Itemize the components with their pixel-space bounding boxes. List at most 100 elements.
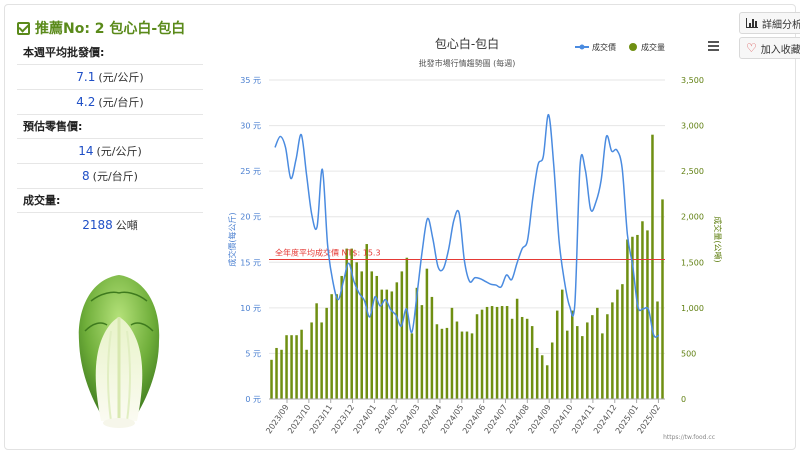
volume-bar [360,271,363,399]
volume-bar [535,347,539,399]
volume-bar [385,289,389,399]
volume-bar [606,314,609,399]
detail-analysis-button[interactable]: 詳細分析 [739,12,800,34]
stat-unit: (元/台斤) [98,96,144,109]
add-favorite-button[interactable]: ♡ 加入收藏 [739,37,800,59]
volume-bar [395,282,399,399]
y-right-tick-label: 500 [681,349,696,358]
volume-bar [515,298,519,399]
volume-bar [656,301,659,399]
hamburger-menu-icon-bar [708,45,719,47]
volume-bar [525,318,529,399]
recommendation-card: 推薦No: 2 包心白-包白 本週平均批發價: 7.1 (元/公斤) 4.2 (元/台斤… [4,4,796,450]
volume-bar [555,310,559,399]
volume-bar [310,322,313,399]
check-square-icon [17,21,30,35]
volume-bar [520,316,524,399]
volume-bar [510,318,514,399]
volume-bar [455,321,459,399]
volume-bar [631,236,634,399]
stat-unit: (元/公斤) [96,145,142,158]
volume-bar [470,333,474,399]
chart-credit: https://tw.food.cc [663,434,715,441]
volume-bar [295,335,298,399]
volume-bar [410,333,414,399]
price-line [274,113,660,338]
y-left-tick-label: 15 元 [240,258,261,267]
volume-bar [540,355,544,399]
y-left-tick-label: 0 元 [245,395,261,404]
y-right-tick-label: 0 [681,395,686,404]
volume-bar [290,335,293,399]
stat-number: 7.1 [76,70,96,84]
volume-bar [440,328,444,399]
volume-bar [485,306,489,399]
stat-number: 4.2 [76,95,96,109]
detail-analysis-label: 詳細分析 [762,19,800,31]
volume-bar [500,306,504,399]
volume-bar [275,347,278,399]
stat-value-row: 2188 公噸 [17,213,203,238]
y-right-tick-label: 1,500 [681,258,704,267]
y-right-tick-label: 3,500 [681,76,704,85]
volume-bar [425,268,429,399]
y-right-axis-title: 成交量(公噸) [713,216,723,262]
volume-bar [280,349,283,399]
volume-bar [566,330,569,399]
stat-unit: 公噸 [115,219,138,232]
volume-bar [415,287,419,399]
stat-value-row: 14 (元/公斤) [17,139,203,164]
volume-bar [285,335,288,399]
chart-title: 包心白-包白 [435,36,499,51]
volume-bar [390,291,394,399]
volume-bar [545,365,549,399]
y-right-tick-label: 3,000 [681,122,704,131]
volume-bar [300,329,303,399]
bar-chart-icon [746,18,758,28]
stat-value-row: 7.1 (元/公斤) [17,65,203,90]
volume-bar [651,134,654,399]
volume-bar [495,306,499,399]
volume-bar [340,275,343,399]
hamburger-menu-icon-bar [708,41,719,43]
y-left-tick-label: 30 元 [240,122,261,131]
y-left-tick-label: 5 元 [245,349,261,358]
volume-bar [375,275,379,399]
recommendation-panel: 推薦No: 2 包心白-包白 本週平均批發價: 7.1 (元/公斤) 4.2 (元/台斤… [17,15,203,435]
stat-value-row: 8 (元/台斤) [17,164,203,189]
y-right-tick-label: 2,500 [681,167,704,176]
legend-label-volume: 成交量 [641,42,665,52]
volume-bar [400,271,404,399]
y-left-tick-label: 20 元 [240,213,261,222]
volume-bar [480,309,484,399]
volume-bar [450,307,454,399]
volume-bar [370,271,374,399]
stat-unit: (元/公斤) [98,71,144,84]
volume-bar [641,221,644,399]
chart-subtitle: 批發市場行情趨勢圖 (每週) [419,58,516,68]
recommendation-title-text: 推薦No: 2 包心白-包白 [35,21,186,37]
volume-bar [550,342,554,399]
volume-bar [330,294,333,399]
legend-line-dot [579,44,585,50]
stat-section-label: 成交量: [17,189,203,213]
stat-section-label: 預估零售價: [17,115,203,139]
volume-bar [490,306,494,399]
hamburger-menu-icon-bar [708,49,719,51]
volume-bar [530,326,534,399]
volume-bar [596,307,599,399]
volume-bar [571,310,574,399]
legend-label-price: 成交價 [592,42,616,52]
volume-bar [636,234,639,399]
volume-bar [420,305,424,399]
volume-bar [315,303,318,399]
volume-bar [576,326,579,399]
price-stats: 本週平均批發價: 7.1 (元/公斤) 4.2 (元/台斤) 預估零售價: 14 (元/公斤)… [17,41,203,238]
y-left-tick-label: 10 元 [240,304,261,313]
y-left-axis-title: 成交價(每公斤) [227,212,237,266]
volume-bar [581,336,584,399]
volume-bar [345,248,348,399]
volume-bar [621,284,624,399]
volume-bar [591,315,594,399]
volume-bar [626,239,629,399]
